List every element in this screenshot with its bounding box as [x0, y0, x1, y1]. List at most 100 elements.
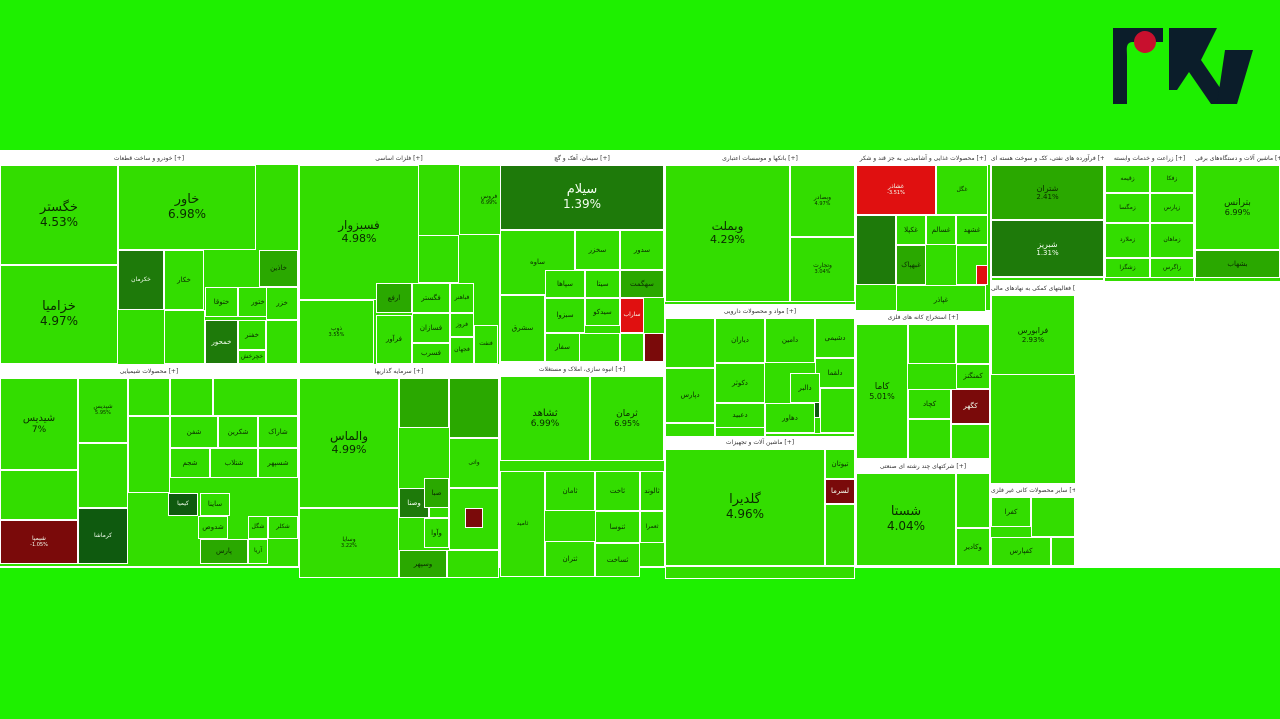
stock-tile: وسایا 3.22%	[299, 508, 399, 578]
stock-tile: شکلر	[268, 516, 298, 539]
stock-label: ثشاهد	[532, 407, 558, 419]
stock-label: ساینا	[207, 500, 223, 509]
sector-header[interactable]: ماشین آلات و تجهیزات [+]	[665, 436, 855, 449]
stock-tile: بترانس 6.99%	[1195, 165, 1280, 250]
stock-label: دیاران	[731, 336, 749, 345]
stock-tile: فنفت	[474, 325, 498, 364]
stock-tile	[991, 277, 1104, 281]
stock-label: فجهان	[454, 346, 470, 354]
sector-header[interactable]: سرمایه گذاریها [+]	[299, 365, 499, 378]
stock-change: 6.99%	[1224, 208, 1251, 218]
sector-body: سیلام 1.39% ساوه سخزر سدور سپاها سیتا سهگمت سبزو…	[500, 165, 664, 362]
sector-header[interactable]: زراعت و خدمات وابسته [+]	[1105, 152, 1194, 165]
stock-change: 6.99%	[481, 199, 497, 206]
stock-tile: شتلاب	[210, 448, 258, 478]
stock-tile: ذوب 3.55%	[299, 300, 374, 364]
sector-header[interactable]: فلزات اساسی [+]	[299, 152, 499, 165]
stock-label: کیمیا	[177, 500, 189, 508]
sector-header[interactable]: سایر محصولات کانی غیر فلزی [+]	[991, 484, 1075, 497]
stock-label: کفرا	[1004, 507, 1018, 516]
stock-label: شپدیس	[93, 403, 113, 411]
stock-tile: سبزوا	[545, 298, 585, 333]
stock-tile: کفرا	[991, 497, 1031, 527]
stock-tile	[825, 504, 855, 566]
stock-label: شگل	[251, 523, 265, 531]
sector-body: بترانس 6.99% بشهاب	[1195, 165, 1280, 281]
stock-tile	[820, 388, 855, 433]
stock-tile: ثتران	[545, 541, 595, 577]
stock-label: ثامان	[562, 486, 578, 495]
sector-body: کفرا کفپارس	[991, 497, 1075, 566]
stock-label: خفنر	[245, 330, 259, 339]
stock-label: کاما	[874, 381, 890, 392]
stock-label: سدور	[633, 245, 651, 254]
stock-tile	[951, 424, 990, 459]
stock-tile: زماهان	[1150, 223, 1194, 258]
sector-header[interactable]: فرآورده های نفتی، کک و سوخت هسته ای [+]	[991, 152, 1104, 165]
stock-tile: فرآور	[376, 315, 412, 364]
stock-tile: دپارس	[665, 368, 715, 423]
stock-tile	[665, 566, 855, 579]
stock-tile: وکادیر	[956, 528, 990, 566]
stock-label: غپاذر	[933, 295, 949, 304]
sector-body: وبملت 4.29% وبصادر 4.97% وتجارت 3.04%	[665, 165, 855, 304]
sector-block: زراعت و خدمات وابسته [+] زقیمه زفکا زمگسا زپ…	[1105, 152, 1194, 281]
stock-tile: سهگمت	[620, 270, 664, 298]
stock-tile: کچاد	[908, 389, 951, 419]
sector-header[interactable]: خودرو و ساخت قطعات [+]	[0, 152, 298, 165]
stock-tile: خچرخش	[238, 350, 266, 364]
stock-label: ثعمرا	[645, 522, 659, 530]
sector-header[interactable]: انبوه سازی، املاک و مستغلات [+]	[500, 363, 664, 376]
stock-change: 4.53%	[39, 214, 79, 229]
stock-tile: ثاخت	[595, 471, 640, 511]
stock-tile: شسپهر	[258, 448, 298, 478]
stock-label: گلدیرا	[729, 492, 761, 508]
stock-tile: زملارد	[1105, 223, 1150, 258]
stock-label: ثنوسا	[609, 522, 626, 531]
stock-tile	[447, 550, 499, 578]
sector-header[interactable]: مواد و محصولات دارویی [+]	[665, 305, 855, 318]
stock-change: 4.97%	[814, 200, 831, 207]
stock-change: 3.04%	[814, 269, 831, 276]
stock-label: وبملت	[711, 219, 744, 234]
stock-label: فباهنر	[454, 293, 470, 301]
stock-tile	[956, 324, 990, 364]
stock-label: فرابورس	[1017, 326, 1049, 336]
sector-header[interactable]: ماشین آلات و دستگاه‌های برقی [+]	[1195, 152, 1280, 165]
stock-tile: شدوص	[198, 516, 228, 539]
stock-tile: لسرما	[825, 479, 855, 504]
stock-label: وتجارت	[813, 262, 832, 270]
sector-header[interactable]: محصولات غذایی و آشامیدنی به جز قند و شکر…	[856, 152, 990, 165]
stock-tile: فرابورس 2.93%	[991, 295, 1075, 375]
stock-label: خکرمان	[131, 275, 151, 283]
stock-label: ساراب	[623, 311, 641, 319]
sector-header[interactable]: سیمان، آهک و گچ [+]	[500, 152, 664, 165]
stock-label: فسبزوار	[338, 218, 380, 233]
stock-tile: زفکا	[1150, 165, 1194, 193]
stock-label: غشهد	[963, 225, 981, 234]
stock-tile: خمحور	[205, 320, 238, 364]
stock-label: دپارس	[680, 391, 700, 400]
sector-block: فرآورده های نفتی، کک و سوخت هسته ای [+]ش…	[991, 152, 1104, 281]
stock-tile	[213, 378, 298, 416]
sector-header[interactable]: محصولات شیمیایی [+]	[0, 365, 298, 378]
stock-tile	[465, 508, 483, 528]
sector-header[interactable]: بانکها و موسسات اعتباری [+]	[665, 152, 855, 165]
stock-label: فنفت	[479, 340, 493, 348]
sector-header[interactable]: استخراج کانه های فلزی [+]	[856, 311, 990, 324]
rokna-logo	[1113, 28, 1253, 104]
stock-label: ذوب	[330, 324, 343, 332]
stock-tile: خگستر 4.53%	[0, 165, 118, 265]
stock-tile	[0, 470, 78, 520]
stock-label: والماس	[329, 428, 369, 443]
sector-block: محصولات غذایی و آشامیدنی به جز قند و شکر…	[856, 152, 990, 315]
sector-header[interactable]: فعالیتهای کمکی به نهادهای مالی [+]	[991, 282, 1075, 295]
stock-label: ثساخت	[606, 555, 629, 564]
stock-label: تیوتان	[831, 459, 849, 468]
stock-tile: شپدیس 5.95%	[78, 378, 128, 443]
stock-tile: واتی	[449, 438, 499, 488]
stock-tile: زقیمه	[1105, 165, 1150, 193]
sector-header[interactable]: شرکتهای چند رشته ای صنعتی [+]	[856, 460, 990, 473]
stock-tile: سپاها	[545, 270, 585, 298]
stock-label: غشاذر	[888, 182, 904, 190]
